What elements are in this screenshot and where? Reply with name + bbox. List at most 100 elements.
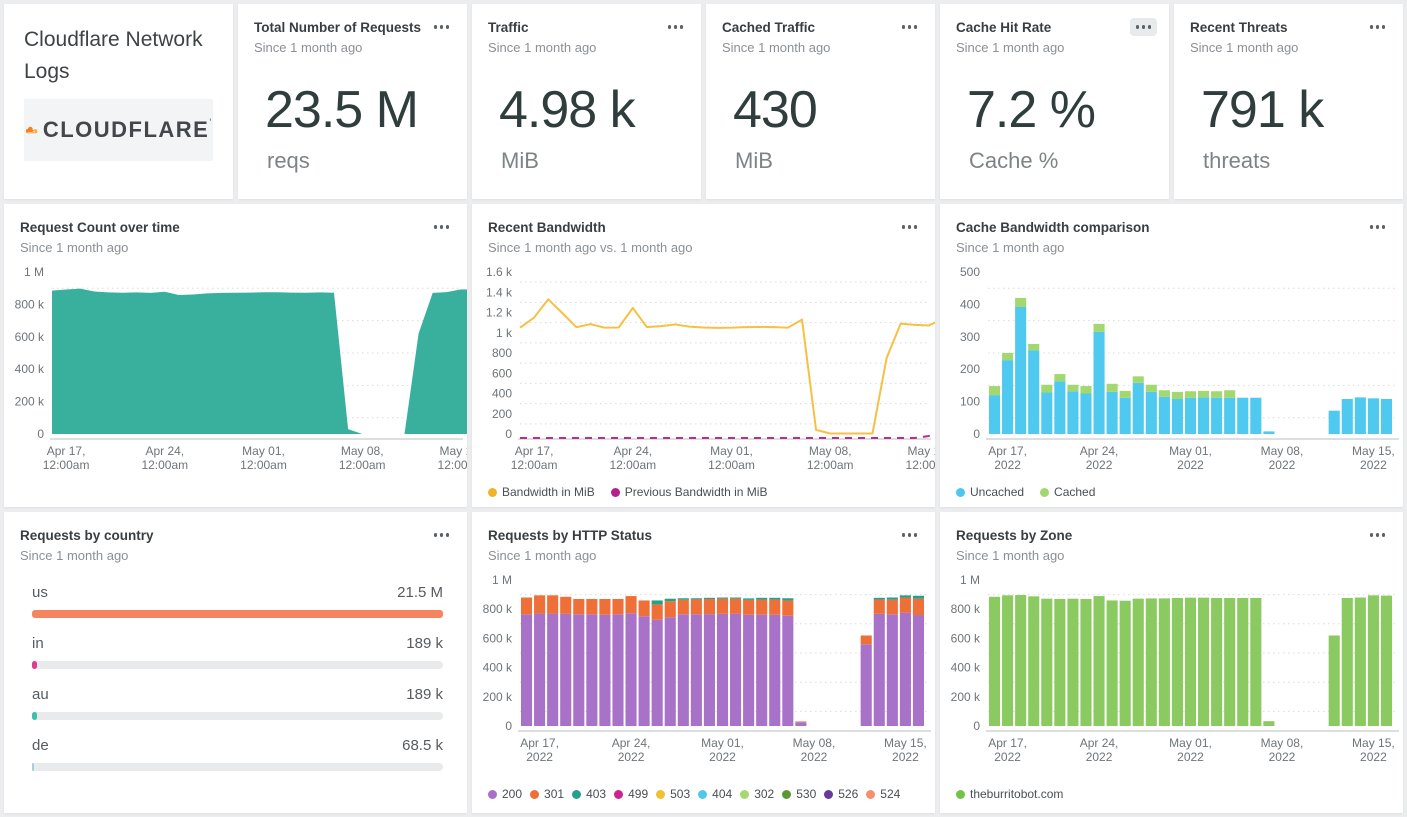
panel-menu-button[interactable] xyxy=(1364,18,1392,36)
svg-text:0: 0 xyxy=(973,427,980,441)
svg-text:100: 100 xyxy=(960,395,980,409)
legend-dot-icon xyxy=(824,789,834,799)
panel-subtitle: Since 1 month ago xyxy=(722,39,831,55)
legend-item-503[interactable]: 503 xyxy=(656,787,690,801)
legend-dot-icon xyxy=(956,789,965,799)
svg-text:May 01,2022: May 01, 2022 xyxy=(701,736,744,764)
panel-requests-by-zone: Requests by Zone Since 1 month ago 1 M 80… xyxy=(940,512,1403,813)
chart-row-1: Request Count over time Since 1 month ag… xyxy=(4,204,1403,507)
legend-item-Bandwidth in MiB[interactable]: Bandwidth in MiB xyxy=(488,485,595,499)
cloudflare-logo: CLOUDFLARE' xyxy=(24,99,213,161)
panel-subtitle: Since 1 month ago xyxy=(254,39,363,55)
zone-bar-chart[interactable]: 1 M 800 k 600 k 400 k 200 k 0 Apr 17, 2022 Apr 2… xyxy=(940,568,1403,766)
legend-dot-icon xyxy=(866,789,876,799)
legend-item-Uncached[interactable]: Uncached xyxy=(956,485,1024,499)
stat-card-cached-traffic: Cached Traffic Since 1 month ago 430 MiB xyxy=(706,4,935,199)
svg-text:Apr 17,2022: Apr 17, 2022 xyxy=(520,736,559,764)
stat-unit: MiB xyxy=(501,148,539,173)
svg-text:May 01,2022: May 01, 2022 xyxy=(1169,444,1212,472)
panel-subtitle: Since 1 month ago xyxy=(1190,39,1299,55)
legend-item-524[interactable]: 524 xyxy=(866,787,900,801)
legend-item-530[interactable]: 530 xyxy=(782,787,816,801)
panel-menu-button[interactable] xyxy=(896,218,924,236)
country-row[interactable]: in 189 k xyxy=(32,635,443,669)
legend-label: 499 xyxy=(628,787,649,801)
svg-text:1 M: 1 M xyxy=(24,265,44,279)
legend-item-301[interactable]: 301 xyxy=(530,787,564,801)
stat-value: 4.98 k xyxy=(499,81,636,139)
request-count-area-chart[interactable]: 1 M 800 k 600 k 400 k 200 k 0 Apr 17, 12:00am Ap… xyxy=(4,260,467,474)
bandwidth-line-chart[interactable]: 1.6 k 1.4 k 1.2 k 1 k 800 600 400 200 0 Apr 17, 12… xyxy=(472,260,935,474)
legend-item-Cached[interactable]: Cached xyxy=(1040,485,1095,499)
panel-menu-button[interactable] xyxy=(1129,18,1157,36)
legend-item-Previous Bandwidth in MiB[interactable]: Previous Bandwidth in MiB xyxy=(610,485,767,499)
panel-menu-button[interactable] xyxy=(662,18,690,36)
svg-text:May 08,12:00am: May 08, 12:00am xyxy=(339,444,386,472)
chart-legend: Uncached Cached xyxy=(956,485,1095,499)
svg-text:400: 400 xyxy=(960,297,980,311)
legend-label: 302 xyxy=(754,787,775,801)
panel-subtitle: Since 1 month ago xyxy=(20,547,129,563)
svg-text:0: 0 xyxy=(973,719,980,733)
country-label: au xyxy=(32,686,49,703)
legend-label: 403 xyxy=(586,787,607,801)
svg-text:600 k: 600 k xyxy=(483,631,513,645)
legend-dot-icon xyxy=(1040,487,1050,497)
country-bar-track xyxy=(32,610,443,618)
svg-text:May 15,12:00am: May 15,12:00am xyxy=(906,444,935,472)
panel-recent-bandwidth: Recent Bandwidth Since 1 month ago vs. 1… xyxy=(472,204,935,507)
legend-item-499[interactable]: 499 xyxy=(614,787,648,801)
legend-item-526[interactable]: 526 xyxy=(824,787,858,801)
chart-legend: Bandwidth in MiB Previous Bandwidth in Mi… xyxy=(488,485,767,499)
stat-value: 7.2 % xyxy=(967,81,1096,139)
svg-text:May 08,2022: May 08, 2022 xyxy=(1261,444,1304,472)
cache-bandwidth-bar-chart[interactable]: 500 400 300 200 100 0 Apr 17, 2022 Apr 24, 2022 Ma… xyxy=(940,260,1403,474)
legend-item-200[interactable]: 200 xyxy=(488,787,522,801)
svg-text:0: 0 xyxy=(505,427,512,441)
svg-text:300: 300 xyxy=(960,330,980,344)
dashboard-title: Cloudflare Network Logs xyxy=(24,28,203,83)
svg-text:400 k: 400 k xyxy=(483,661,513,675)
country-row[interactable]: au 189 k xyxy=(32,686,443,720)
legend-dot-icon xyxy=(488,487,497,497)
country-bar-track xyxy=(32,763,443,771)
stat-card-recent-threats: Recent Threats Since 1 month ago 791 k t… xyxy=(1174,4,1403,199)
legend-item-403[interactable]: 403 xyxy=(572,787,606,801)
svg-text:800 k: 800 k xyxy=(951,602,981,616)
country-bar xyxy=(32,712,37,720)
legend-label: 530 xyxy=(796,787,817,801)
cloudflare-cloud-icon xyxy=(25,126,38,134)
panel-menu-button[interactable] xyxy=(896,526,924,544)
legend-item-theburritobot.com[interactable]: theburritobot.com xyxy=(956,787,1063,801)
stat-unit: Cache % xyxy=(969,148,1059,173)
svg-text:200: 200 xyxy=(492,407,512,421)
panel-menu-button[interactable] xyxy=(428,526,456,544)
country-bar-list[interactable]: us 21.5 M in 189 k au 189 k de 68.5 k xyxy=(32,584,443,788)
panel-menu-button[interactable] xyxy=(428,18,456,36)
svg-text:200 k: 200 k xyxy=(951,690,981,704)
http-status-bar-chart[interactable]: 1 M 800 k 600 k 400 k 200 k 0 Apr 17, 2022 Apr 2… xyxy=(472,568,935,766)
legend-item-404[interactable]: 404 xyxy=(698,787,732,801)
svg-text:400: 400 xyxy=(492,387,512,401)
country-row[interactable]: us 21.5 M xyxy=(32,584,443,618)
panel-menu-button[interactable] xyxy=(1364,218,1392,236)
legend-label: 200 xyxy=(502,787,523,801)
svg-text:200 k: 200 k xyxy=(483,690,513,704)
legend-item-302[interactable]: 302 xyxy=(740,787,774,801)
svg-text:800 k: 800 k xyxy=(15,297,45,311)
panel-menu-button[interactable] xyxy=(428,218,456,236)
svg-text:400 k: 400 k xyxy=(15,362,45,376)
country-bar xyxy=(32,763,35,771)
svg-text:200 k: 200 k xyxy=(15,395,45,409)
panel-menu-button[interactable] xyxy=(896,18,924,36)
panel-title: Cache Bandwidth comparison xyxy=(956,220,1150,235)
country-row[interactable]: de 68.5 k xyxy=(32,737,443,771)
stat-card-total-requests: Total Number of Requests Since 1 month a… xyxy=(238,4,467,199)
stat-value: 430 xyxy=(733,81,818,139)
svg-text:0: 0 xyxy=(505,719,512,733)
chart-legend: 200 301 403 499 503 404 302 530 526 524 xyxy=(488,787,900,801)
stat-card-traffic: Traffic Since 1 month ago 4.98 k MiB xyxy=(472,4,701,199)
panel-title: Requests by Zone xyxy=(956,528,1073,543)
panel-title: Requests by country xyxy=(20,528,154,543)
panel-menu-button[interactable] xyxy=(1364,526,1392,544)
